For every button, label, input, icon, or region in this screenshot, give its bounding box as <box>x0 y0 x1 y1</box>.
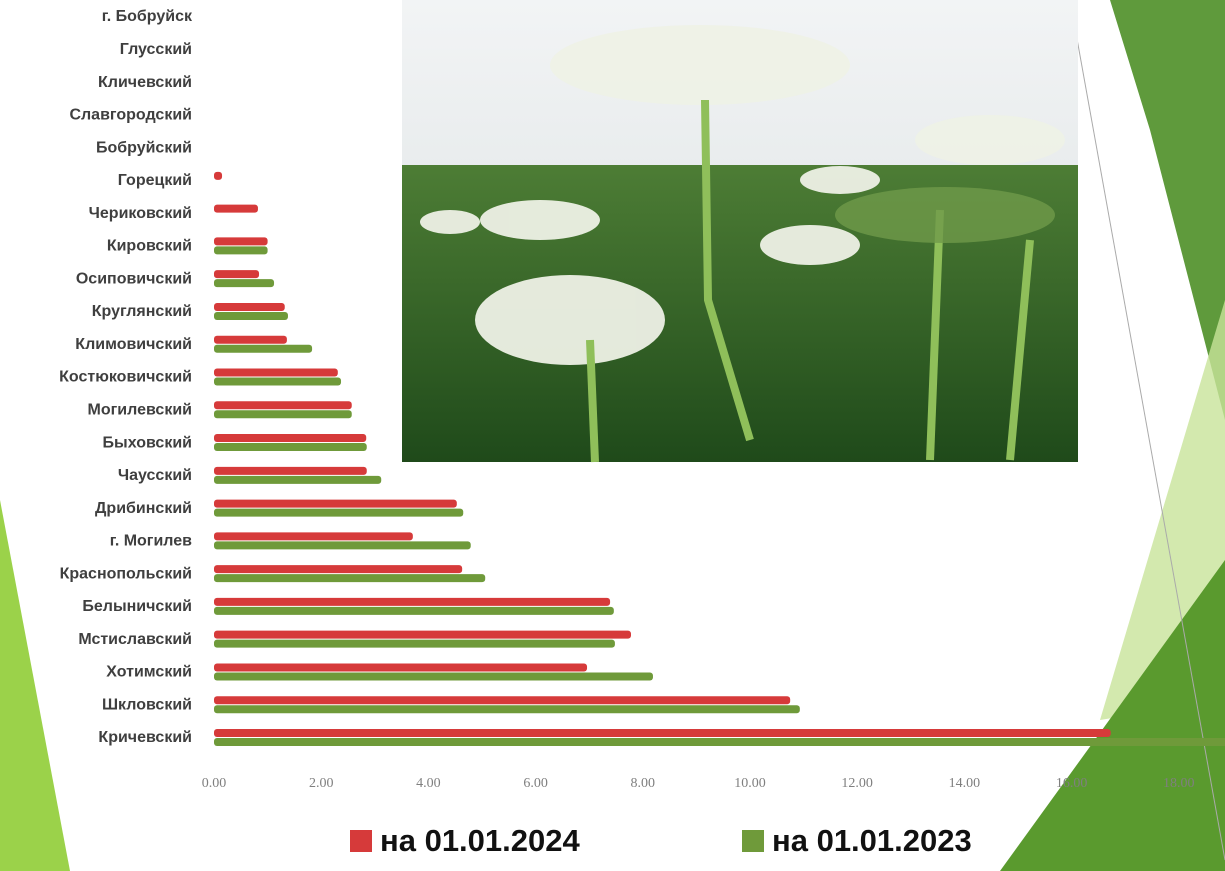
bar <box>214 443 367 452</box>
x-tick-label: 4.00 <box>416 776 441 791</box>
bar <box>214 204 258 213</box>
bar <box>214 738 1225 746</box>
y-tick-label: Хотимский <box>106 664 192 681</box>
x-tick-label: 2.00 <box>309 776 334 791</box>
bar <box>214 237 268 246</box>
bar <box>214 302 285 311</box>
y-tick-label: Белыничский <box>82 598 192 615</box>
y-tick-label: Славгородский <box>69 107 192 124</box>
legend-swatch <box>350 830 372 852</box>
y-tick-label: Мстиславский <box>78 631 192 648</box>
x-tick-label: 8.00 <box>631 776 656 791</box>
umbel <box>550 25 850 105</box>
bar <box>214 696 791 705</box>
bar <box>214 466 367 475</box>
x-tick-label: 0.00 <box>202 776 227 791</box>
x-tick-label: 6.00 <box>523 776 548 791</box>
y-tick-label: Чериковский <box>89 205 192 222</box>
bar <box>214 574 486 583</box>
y-tick-label: Чаусский <box>118 467 192 484</box>
legend-label: на 01.01.2023 <box>772 823 972 858</box>
bar <box>214 663 588 672</box>
x-tick-label: 14.00 <box>949 776 981 791</box>
umbel <box>915 115 1065 165</box>
y-tick-label: Глусский <box>120 41 192 58</box>
bar <box>214 672 653 681</box>
legend-swatch <box>742 830 764 852</box>
x-tick-label: 10.00 <box>734 776 766 791</box>
y-tick-label: Быховский <box>103 434 192 451</box>
bar <box>214 279 275 288</box>
y-tick-label: Бобруйский <box>96 139 192 156</box>
y-tick-label: Круглянский <box>92 303 192 320</box>
x-tick-label: 16.00 <box>1056 776 1088 791</box>
y-tick-label: Горецкий <box>118 172 192 189</box>
bar <box>214 377 342 386</box>
y-tick-label: г. Могилев <box>110 533 192 550</box>
legend-label: на 01.01.2024 <box>380 823 580 858</box>
photo <box>402 0 1078 463</box>
y-tick-label: Климовичский <box>75 336 192 353</box>
deco-shape <box>0 500 70 871</box>
bar <box>214 565 463 574</box>
umbel-green <box>835 187 1055 243</box>
bar <box>214 499 457 508</box>
y-tick-label: Кировский <box>107 238 192 255</box>
bar <box>214 410 352 419</box>
bar <box>214 270 260 279</box>
y-tick-label: Кричевский <box>98 729 192 746</box>
umbel <box>420 210 480 234</box>
stem <box>701 99 754 442</box>
bar <box>214 705 800 714</box>
deco-shape <box>1000 560 1225 871</box>
y-tick-label: Дрибинский <box>95 500 192 517</box>
umbel <box>475 275 665 365</box>
y-tick-label: Краснопольский <box>60 565 192 582</box>
plot: г. Бобруйск Глусский Кличевский Славгородск… <box>59 8 1225 858</box>
umbel <box>480 200 600 240</box>
stem <box>926 209 944 461</box>
bar <box>214 475 382 484</box>
bar <box>214 344 313 353</box>
bar <box>214 729 1111 737</box>
bar <box>214 171 223 180</box>
bar <box>214 597 611 606</box>
bar <box>214 541 471 550</box>
umbel <box>760 225 860 265</box>
stem <box>586 339 599 463</box>
bar <box>214 401 352 410</box>
bar <box>214 434 367 443</box>
bar <box>214 532 413 541</box>
y-tick-label: г. Бобруйск <box>102 8 193 25</box>
bar <box>214 311 288 320</box>
bar <box>214 630 631 639</box>
deco-line <box>1069 0 1225 861</box>
y-tick-label: Шкловский <box>102 696 192 713</box>
deco-shape <box>1110 0 1225 420</box>
y-tick-label: Осиповичский <box>76 270 192 287</box>
bar <box>214 508 464 517</box>
bar <box>214 368 338 377</box>
umbel <box>800 166 880 194</box>
bar <box>214 606 614 615</box>
bar <box>214 335 287 344</box>
x-tick-label: 18.00 <box>1163 776 1195 791</box>
bar <box>214 639 615 648</box>
x-tick-label: 12.00 <box>841 776 873 791</box>
y-tick-label: Кличевский <box>98 74 192 91</box>
y-tick-label: Могилевский <box>88 401 192 418</box>
y-tick-label: Костюковичский <box>59 369 192 386</box>
stem <box>1006 239 1034 461</box>
bar <box>214 246 268 255</box>
